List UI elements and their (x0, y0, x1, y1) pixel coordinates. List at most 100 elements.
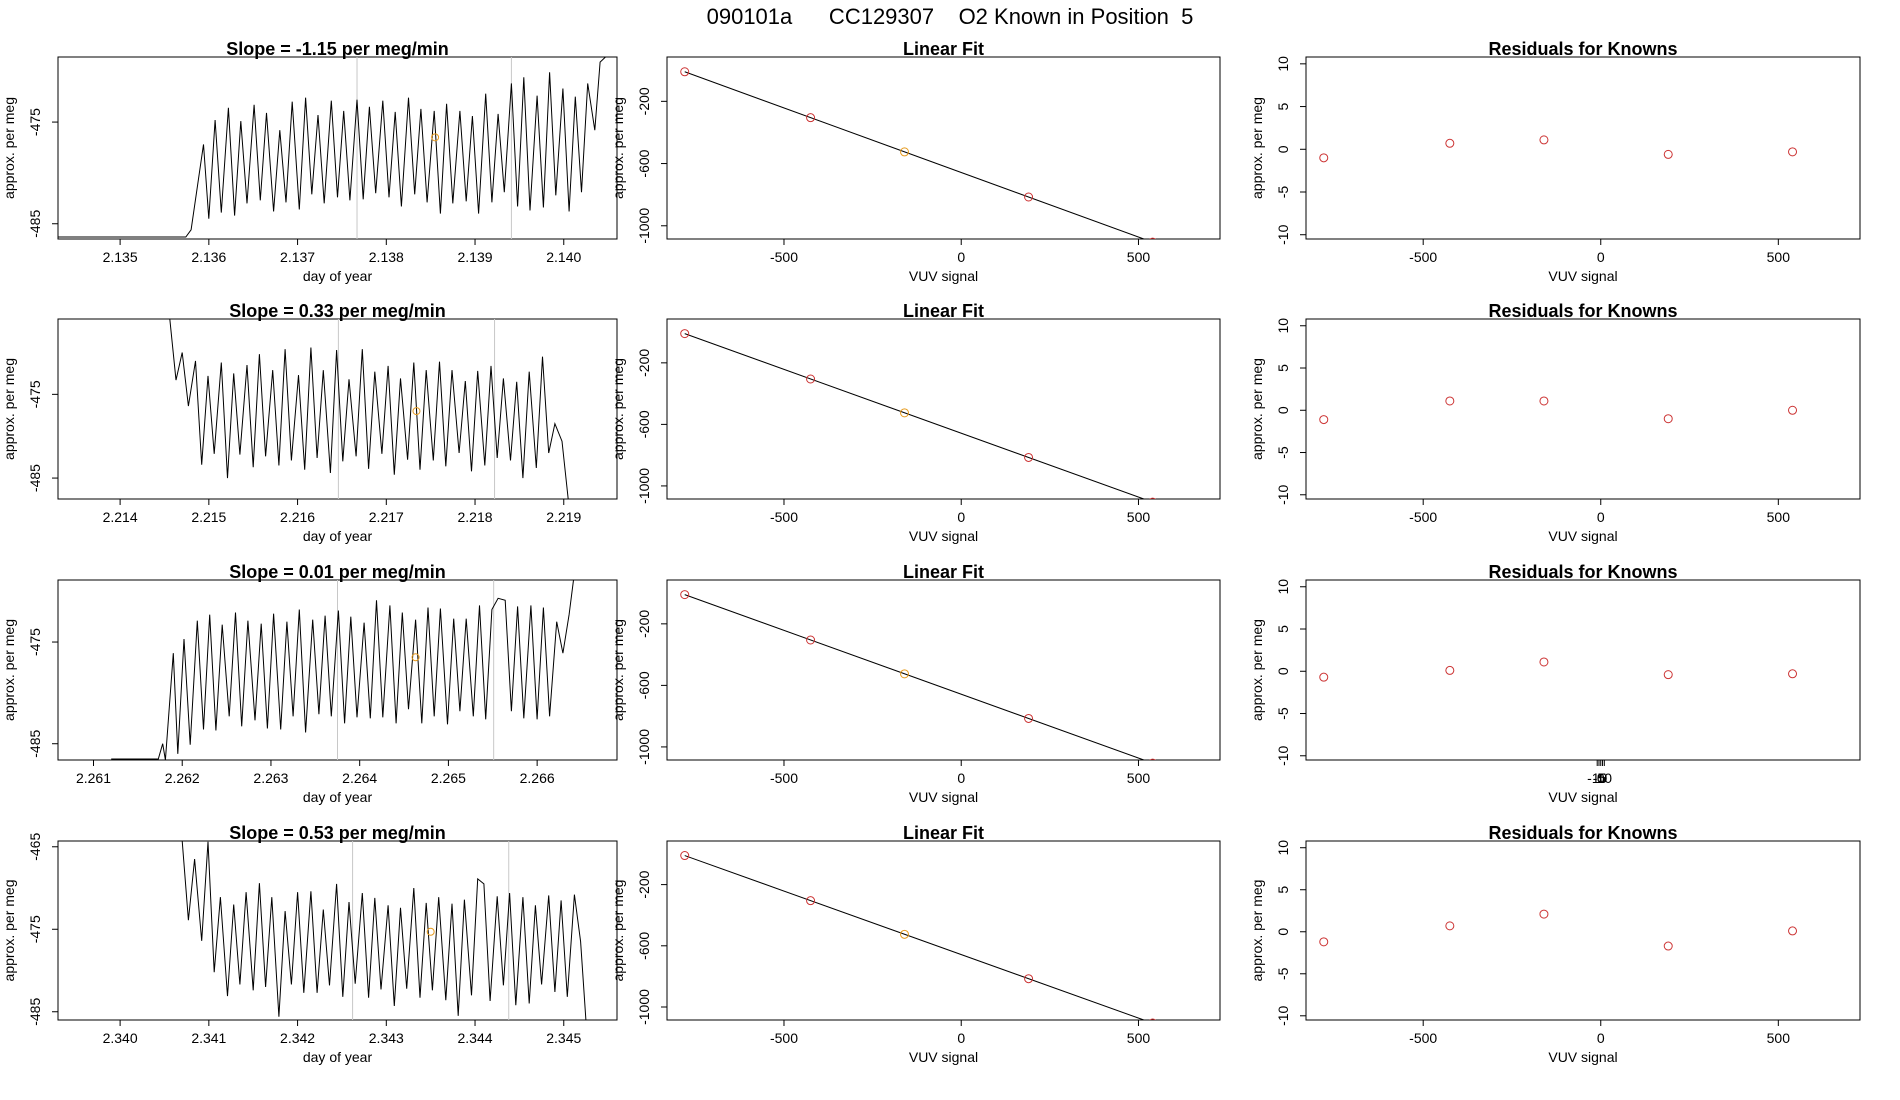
fit-point (900, 929, 910, 939)
x-tick-label: 2.264 (342, 770, 377, 786)
y-tick-label: -600 (636, 671, 652, 699)
plot-area (169, 319, 569, 499)
y-tick-label: -1000 (636, 208, 652, 244)
x-tick-label: 2.138 (369, 249, 404, 265)
fit-point (1024, 974, 1034, 984)
residual-point (1319, 672, 1329, 682)
fit-point (680, 851, 690, 861)
x-tick-label: -10 (1587, 770, 1607, 786)
x-axis-label: VUV signal (1548, 268, 1617, 284)
y-axis-label: approx. per meg (610, 358, 626, 460)
fit-point (1024, 713, 1034, 723)
residuals-panel-4: Residuals for Knowns -500 0 500 VUV signal 10… (1249, 823, 1861, 1065)
plot-area (1319, 135, 1798, 163)
x-axis-label: day of year (303, 789, 373, 805)
x-tick-label: 2.262 (165, 770, 200, 786)
residual-point (1539, 909, 1549, 919)
x-tick-label: 2.266 (520, 770, 555, 786)
y-tick-label: -200 (636, 870, 652, 898)
y-tick-label: -600 (636, 932, 652, 960)
timeseries-line (58, 57, 606, 238)
y-axis-label: approx. per meg (1249, 97, 1265, 199)
y-tick-label: -5 (1275, 967, 1291, 980)
residual-point (1445, 138, 1455, 148)
y-tick-label: -475 (27, 915, 43, 943)
y-tick-label: 0 (1275, 928, 1291, 936)
panel-title: Residuals for Knowns (1488, 562, 1677, 582)
y-tick-label: -200 (636, 349, 652, 377)
plot-area (680, 329, 1156, 499)
x-axis-label: VUV signal (909, 789, 978, 805)
panel-title: Slope = -1.15 per meg/min (226, 39, 449, 59)
plot-area (58, 57, 606, 239)
residual-point (1788, 405, 1798, 415)
y-tick-label: -200 (636, 87, 652, 115)
plot-area (680, 851, 1156, 1020)
y-tick-label: -475 (27, 628, 43, 656)
y-tick-label: 10 (1275, 840, 1291, 856)
x-tick-label: -500 (770, 1030, 798, 1046)
y-tick-label: -1000 (636, 729, 652, 765)
y-tick-label: 10 (1275, 318, 1291, 334)
fit-point (900, 147, 910, 157)
y-tick-label: -10 (1275, 224, 1291, 244)
timeseries-panel-3: Slope = 0.01 per meg/min 2.261 2.262 2.263 2… (1, 562, 618, 805)
y-tick-label: -600 (636, 410, 652, 438)
y-axis-label: approx. per meg (610, 97, 626, 199)
fit-line (684, 71, 1146, 239)
y-tick-label: -475 (27, 380, 43, 408)
plot-area (680, 590, 1156, 760)
plot-frame (1305, 56, 1861, 240)
timeseries-line (181, 841, 587, 1020)
x-tick-label: 2.135 (103, 249, 138, 265)
residual-point (1539, 657, 1549, 667)
y-tick-label: 0 (1275, 667, 1291, 675)
x-tick-label: 0 (1597, 509, 1605, 525)
y-axis-label: approx. per meg (1, 97, 17, 199)
plot-frame (1305, 318, 1861, 500)
residual-point (1788, 669, 1798, 679)
figure-title: 090101a CC129307 O2 Known in Position 5 (707, 4, 1194, 29)
x-axis-label: day of year (303, 528, 373, 544)
x-tick-label: -500 (1409, 1030, 1437, 1046)
x-tick-label: 0 (1597, 1030, 1605, 1046)
y-tick-label: -485 (27, 998, 43, 1026)
y-tick-label: 5 (1275, 886, 1291, 894)
y-axis-label: approx. per meg (1, 358, 17, 460)
panel-title: Slope = 0.53 per meg/min (229, 823, 446, 843)
fit-panel-2: Linear Fit -500 0 500 VUV signal -200 -600 -100… (610, 301, 1221, 544)
y-tick-label: -5 (1275, 186, 1291, 199)
plot-frame (666, 840, 1221, 1021)
y-tick-label: -1000 (636, 468, 652, 504)
y-tick-label: -10 (1275, 1005, 1291, 1025)
x-tick-label: 500 (1127, 249, 1151, 265)
x-tick-label: 2.344 (458, 1030, 493, 1046)
x-tick-label: 0 (1597, 249, 1605, 265)
y-tick-label: -200 (636, 610, 652, 638)
fit-line (684, 333, 1146, 499)
timeseries-panel-4: Slope = 0.53 per meg/min 2.340 2.341 2.342 2… (1, 823, 618, 1065)
y-axis-label: approx. per meg (610, 619, 626, 721)
residual-point (1788, 147, 1798, 157)
highlight-point (411, 653, 420, 662)
y-tick-label: -10 (1275, 484, 1291, 504)
residuals-panel-2: Residuals for Knowns -500 0 500 VUV signal 10… (1249, 301, 1861, 544)
residual-point (1445, 665, 1455, 675)
y-tick-label: 0 (1275, 145, 1291, 153)
x-tick-label: 0 (957, 770, 965, 786)
residual-point (1663, 149, 1673, 159)
highlight-point (412, 407, 421, 416)
x-tick-label: -500 (1409, 249, 1437, 265)
x-tick-label: 0 (957, 509, 965, 525)
x-tick-label: 500 (1127, 1030, 1151, 1046)
residual-point (1539, 396, 1549, 406)
x-tick-label: 2.261 (76, 770, 111, 786)
x-tick-label: 2.139 (458, 249, 493, 265)
y-tick-label: -5 (1275, 707, 1291, 720)
x-tick-label: 500 (1767, 1030, 1791, 1046)
plot-area (1319, 396, 1798, 425)
panel-title: Slope = 0.01 per meg/min (229, 562, 446, 582)
x-tick-label: 500 (1127, 509, 1151, 525)
highlight-point (431, 133, 440, 142)
panel-title: Linear Fit (903, 823, 984, 843)
